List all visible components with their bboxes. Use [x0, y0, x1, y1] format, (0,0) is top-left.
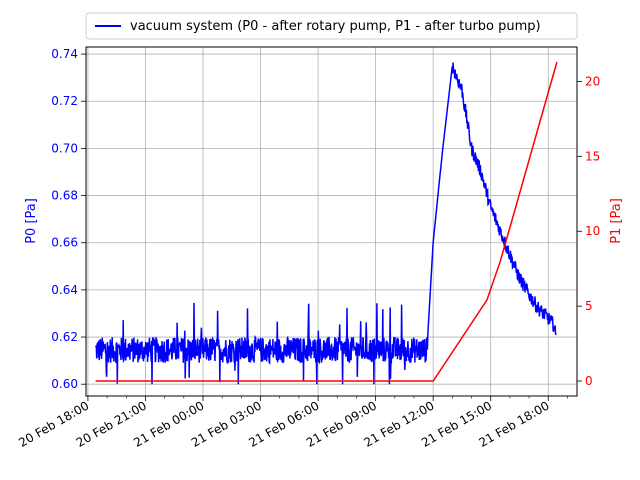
legend-box: [85, 12, 578, 40]
legend: vacuum system (P0 - after rotary pump, P…: [85, 12, 578, 40]
y-right-tick-label: 10: [585, 224, 600, 238]
y-left-tick-label: 0.72: [51, 94, 78, 108]
y-axis-right: 0 5 10 15 20: [577, 74, 600, 388]
y-left-tick-label: 0.64: [51, 283, 78, 297]
series-p1: [95, 61, 558, 382]
y-left-tick-label: 0.66: [51, 236, 78, 250]
y-axis-right-label: P1 [Pa]: [609, 198, 624, 244]
legend-label: vacuum system (P0 - after rotary pump, P…: [130, 19, 541, 34]
y-axis-left-label: P0 [Pa]: [24, 198, 39, 244]
y-right-tick-label: 15: [585, 149, 600, 163]
y-right-tick-label: 0: [585, 374, 593, 388]
p1-line: [95, 61, 558, 382]
series-p0: [94, 62, 557, 385]
y-axis-left: 0.60 0.62 0.64 0.66 0.68 0.70 0.72 0.74: [51, 47, 86, 391]
plot-frame: [85, 46, 578, 397]
y-left-tick-label: 0.60: [51, 377, 78, 391]
y-left-tick-label: 0.74: [51, 47, 78, 61]
p0-line: [94, 62, 557, 385]
y-right-tick-label: 5: [585, 299, 593, 313]
y-right-tick-label: 20: [585, 74, 600, 88]
y-left-tick-label: 0.70: [51, 141, 78, 155]
y-left-tick-label: 0.62: [51, 330, 78, 344]
y-left-tick-label: 0.68: [51, 189, 78, 203]
grid: [86, 47, 577, 396]
